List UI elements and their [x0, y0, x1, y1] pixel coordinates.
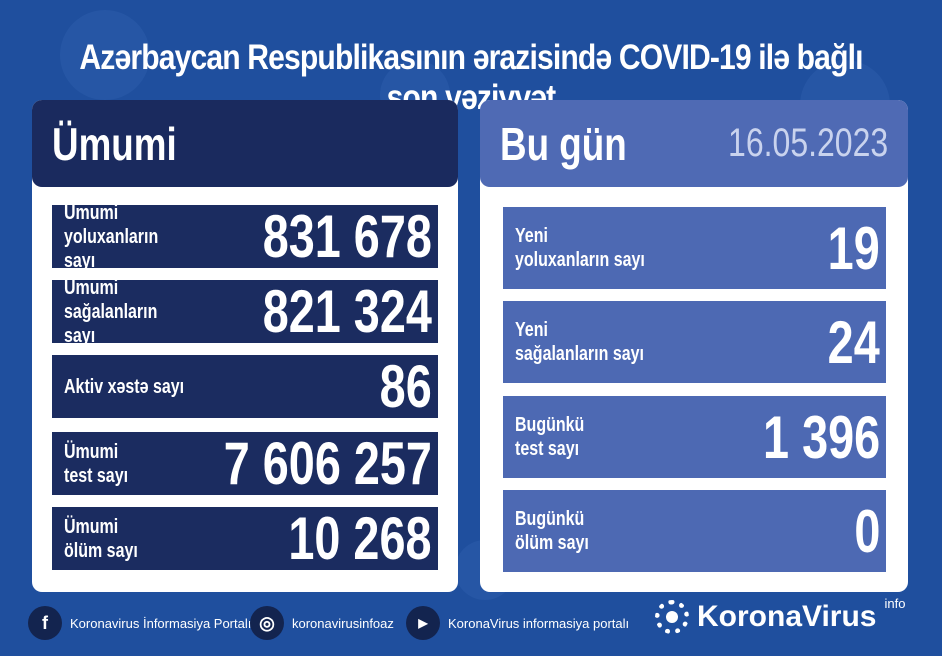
stat-label: Ümumi yoluxanların sayı [64, 201, 159, 272]
today-heading: Bu gün [500, 117, 627, 170]
stat-value: 86 [379, 353, 432, 420]
facebook-label: Koronavirus İnformasiya Portalı [70, 615, 252, 631]
stat-value: 7 606 257 [223, 430, 432, 497]
facebook-link[interactable]: f Koronavirus İnformasiya Portalı [28, 606, 251, 640]
stat-value: 10 268 [288, 505, 432, 572]
facebook-icon: f [28, 606, 62, 640]
stat-label: Yeni sağalanların sayı [515, 319, 644, 365]
brand-sup: info [884, 595, 906, 611]
sun-icon [655, 600, 689, 634]
instagram-link[interactable]: ◎ koronavirusinfoaz [250, 606, 394, 640]
koronavirus-logo: KoronaVirus info [655, 596, 905, 634]
today-header: Bu gün 16.05.2023 [480, 100, 908, 187]
instagram-label: koronavirusinfoaz [292, 615, 394, 631]
stat-value: 821 324 [262, 278, 432, 345]
stat-row: Bugünkü test sayı 1 396 [503, 396, 886, 478]
stat-label: Ümumi test sayı [64, 440, 129, 487]
stat-value: 24 [827, 308, 880, 376]
stat-row: Ümumi sağalanların sayı 821 324 [52, 277, 438, 347]
stat-row: Ümumi test sayı 7 606 257 [52, 430, 438, 497]
stat-label: Ümumi sağalanların sayı [64, 276, 158, 347]
stat-row: Ümumi yoluxanların sayı 831 678 [52, 202, 438, 272]
stat-value: 831 678 [262, 203, 432, 270]
stat-row: Yeni sağalanların sayı 24 [503, 301, 886, 383]
stat-row: Aktiv xəstə sayı 86 [52, 353, 438, 420]
stat-row: Ümumi ölüm sayı 10 268 [52, 505, 438, 572]
stat-row: Yeni yoluxanların sayı 19 [503, 207, 886, 289]
youtube-icon: ▶ [406, 606, 440, 640]
virus-decoration [60, 10, 150, 100]
page-title: Azərbaycan Respublikasının ərazisində CO… [79, 38, 863, 117]
stat-label: Bugünkü ölüm sayı [515, 508, 589, 554]
total-header: Ümumi [32, 100, 458, 187]
youtube-label: KoronaVirus informasiya portalı [448, 615, 630, 631]
stat-label: Ümumi ölüm sayı [64, 515, 138, 562]
stat-row: Bugünkü ölüm sayı 0 [503, 490, 886, 572]
brand-name: KoronaVirus [697, 600, 877, 633]
stat-label: Aktiv xəstə sayı [64, 375, 185, 398]
total-heading: Ümumi [52, 117, 177, 170]
stat-label: Yeni yoluxanların sayı [515, 225, 645, 271]
stat-value: 19 [827, 214, 880, 282]
stat-value: 0 [853, 497, 880, 565]
stat-value: 1 396 [762, 403, 880, 471]
stat-label: Bugünkü test sayı [515, 414, 585, 460]
today-date: 16.05.2023 [727, 121, 888, 165]
instagram-icon: ◎ [250, 606, 284, 640]
youtube-link[interactable]: ▶ KoronaVirus informasiya portalı [406, 606, 629, 640]
